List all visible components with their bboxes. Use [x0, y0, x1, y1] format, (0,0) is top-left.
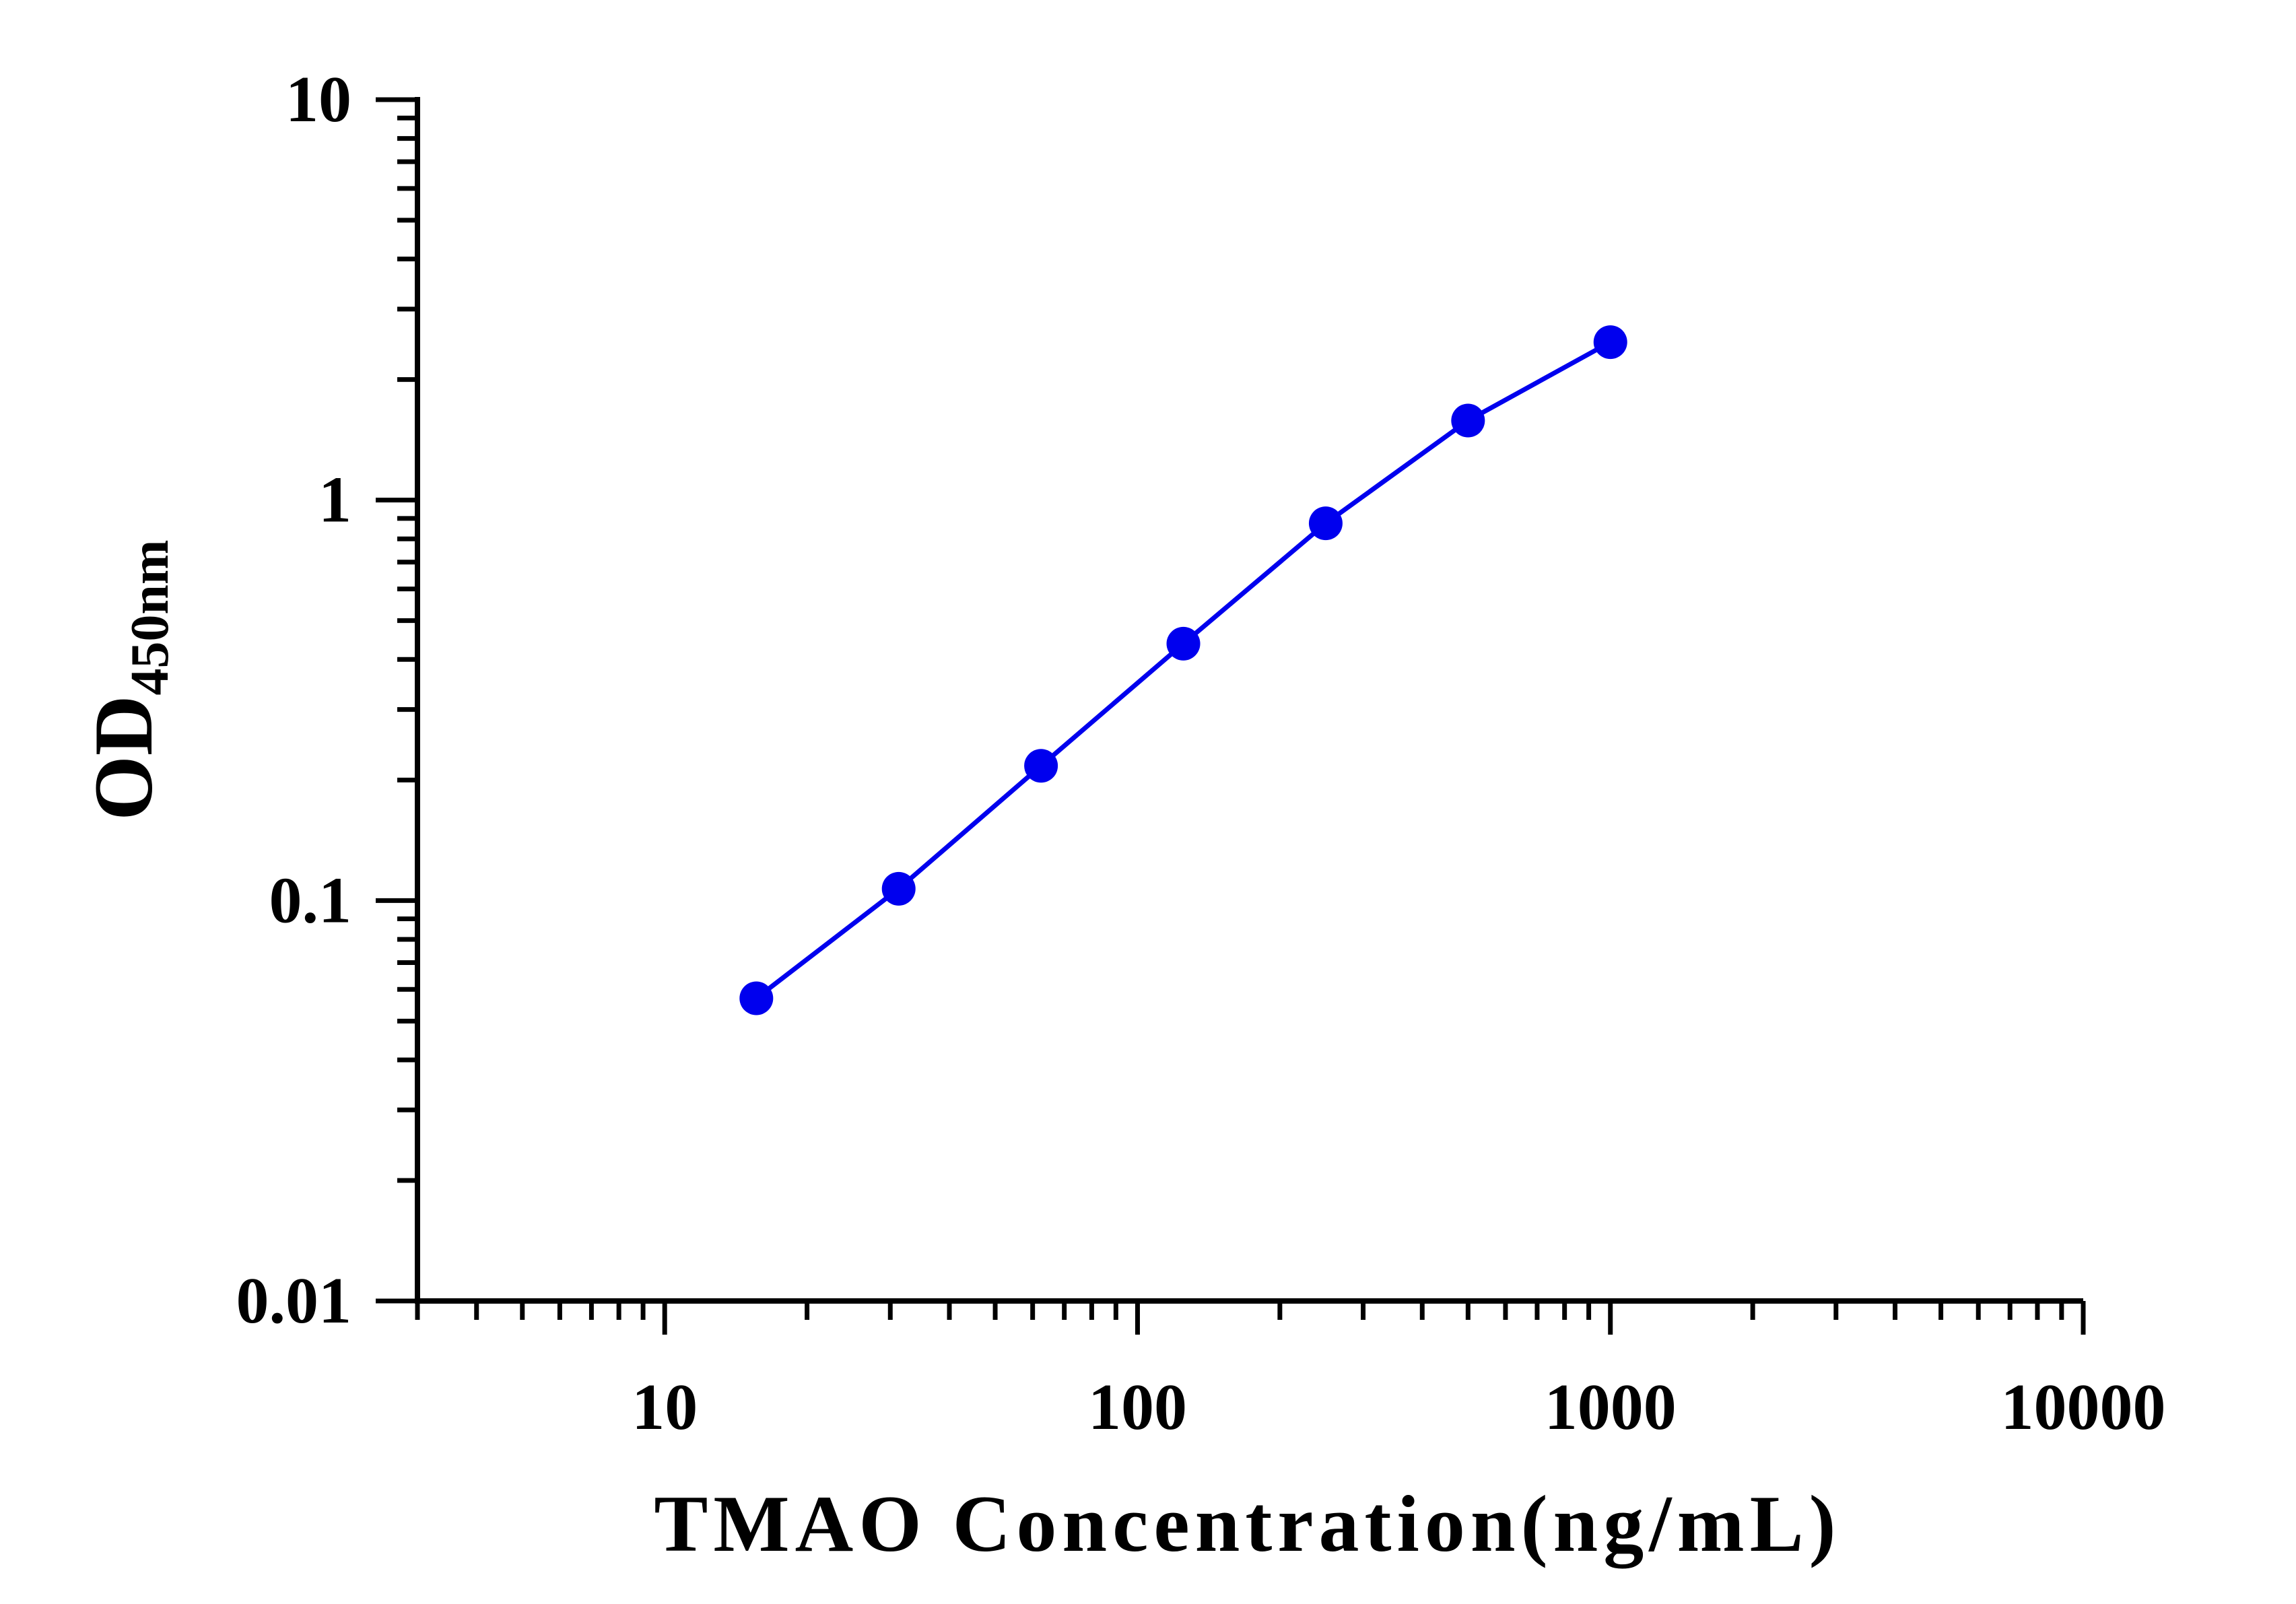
series-line	[755, 340, 1612, 1001]
x-tick-label: 100	[1088, 1371, 1187, 1444]
y-axis-title-main: OD	[77, 696, 170, 821]
data-point	[1593, 325, 1627, 360]
data-point	[1166, 626, 1201, 661]
data-point	[1308, 506, 1343, 541]
x-axis-tick-labels: 10 100 1000 10000	[632, 1371, 2165, 1444]
x-tick-label: 10000	[2001, 1371, 2166, 1444]
x-axis-title: TMAO Concentration(ng/mL)	[654, 1479, 1841, 1569]
x-tick-label: 1000	[1545, 1371, 1677, 1444]
x-tick-label: 10	[632, 1371, 698, 1444]
data-point	[1451, 403, 1485, 438]
y-axis-title-group: OD450nm	[77, 539, 180, 820]
y-tick-label: 0.1	[269, 864, 352, 937]
data-point	[739, 981, 774, 1015]
data-point	[1024, 749, 1058, 783]
data-point	[881, 871, 916, 906]
y-tick-label: 10	[285, 63, 351, 136]
y-tick-label: 0.01	[236, 1265, 352, 1337]
y-axis-title: OD450nm	[77, 539, 180, 820]
y-axis-ticks	[376, 97, 417, 1304]
axes	[415, 97, 2083, 1304]
y-axis-title-subscript: 450nm	[121, 539, 180, 695]
y-tick-label: 1	[318, 464, 351, 537]
x-axis-ticks	[415, 1301, 2086, 1335]
y-axis-tick-labels: 0.01 0.1 1 10	[236, 63, 352, 1337]
data-series	[739, 325, 1627, 1015]
